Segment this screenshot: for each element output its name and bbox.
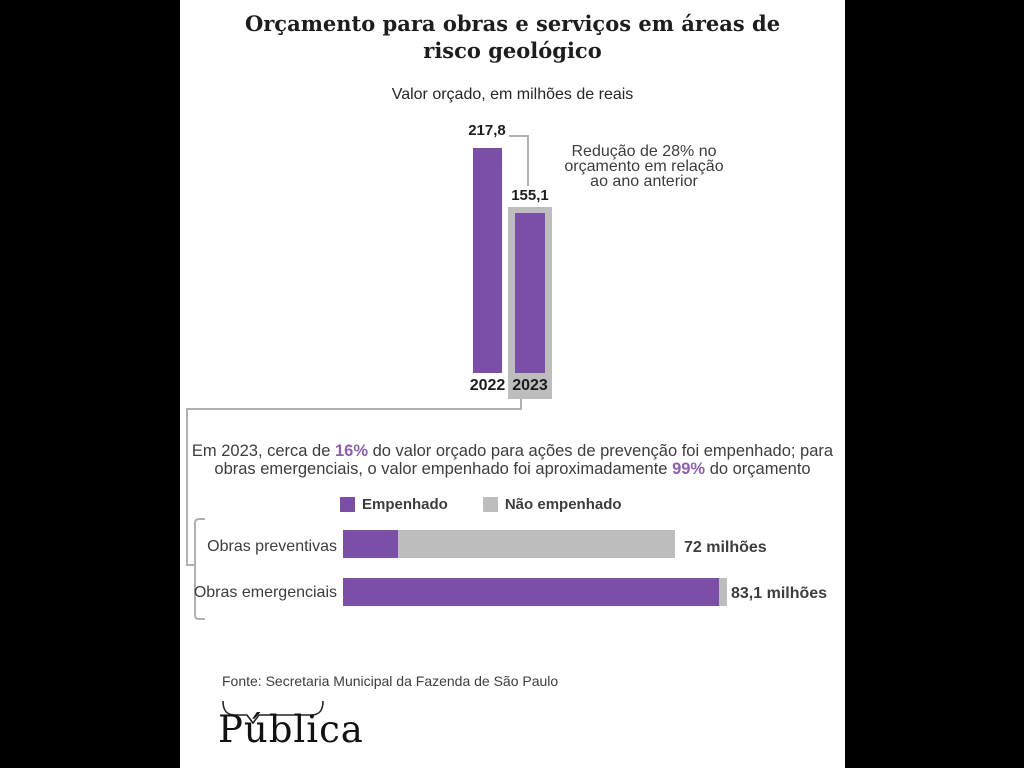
bar-obras-emergenciais-empenhado	[343, 578, 719, 606]
page-title: Orçamento para obras e serviços em áreas…	[180, 10, 845, 64]
legend-label-empenhado: Empenhado	[362, 496, 448, 513]
reduction-connector-line	[509, 135, 529, 186]
source-note: Fonte: Secretaria Municipal da Fazenda d…	[222, 673, 559, 689]
note-text: obras emergenciais, o valor empenhado fo…	[214, 460, 673, 478]
reduction-annotation-line3: ao ano anterior	[590, 173, 698, 190]
axis-label-2022: 2022	[469, 377, 506, 394]
note-text: do orçamento	[705, 460, 811, 478]
bar-obras-emergenciais	[343, 578, 727, 606]
row-value-obras-emergenciais: 83,1 milhões	[731, 585, 828, 602]
legend-swatch-empenhado	[340, 497, 355, 512]
legend-label-nao-empenhado: Não empenhado	[504, 496, 622, 513]
axis-label-2023: 2023	[512, 377, 548, 394]
chart-subtitle: Valor orçado, em milhões de reais	[391, 86, 634, 103]
commitment-note: Em 2023, cerca de 16% do valor orçado pa…	[188, 442, 837, 478]
note-pct-99: 99%	[672, 460, 706, 478]
reduction-annotation-line2: orçamento em relação	[564, 158, 724, 175]
bar-obras-emergenciais-nao-empenhado	[719, 578, 727, 606]
page-title-line1: Orçamento para obras e serviços em áreas…	[244, 11, 781, 36]
reduction-annotation-line1: Redução de 28% no	[571, 143, 717, 160]
legend-swatch-nao-empenhado	[482, 497, 498, 512]
publica-logo-brace-icon	[222, 700, 324, 725]
bar-obras-preventivas-nao-empenhado	[398, 530, 675, 558]
bar-2023-value: 155,1	[511, 187, 549, 204]
note-text: Em 2023, cerca de	[191, 442, 335, 460]
reduction-annotation: Redução de 28% no orçamento em relação a…	[559, 143, 729, 190]
publica-logo-wordmark: Pública	[218, 708, 364, 751]
bar-2022	[473, 148, 502, 373]
infographic-canvas: Orçamento para obras e serviços em áreas…	[180, 0, 845, 768]
rows-bracket	[194, 518, 205, 620]
bar-2023	[515, 213, 545, 373]
row-label-obras-preventivas: Obras preventivas	[207, 538, 337, 555]
row-value-obras-preventivas: 72 milhões	[684, 539, 767, 556]
note-pct-16: 16%	[334, 442, 369, 460]
note-text: do valor orçado para ações de prevenção …	[368, 442, 834, 460]
row-label-obras-emergenciais: Obras emergenciais	[193, 584, 337, 601]
bar-2022-value: 217,8	[468, 122, 506, 139]
page-title-line2: risco geológico	[423, 38, 602, 63]
bar-obras-preventivas	[343, 530, 675, 558]
bar-obras-preventivas-empenhado	[343, 530, 398, 558]
legend: Empenhado Não empenhado	[340, 496, 622, 513]
